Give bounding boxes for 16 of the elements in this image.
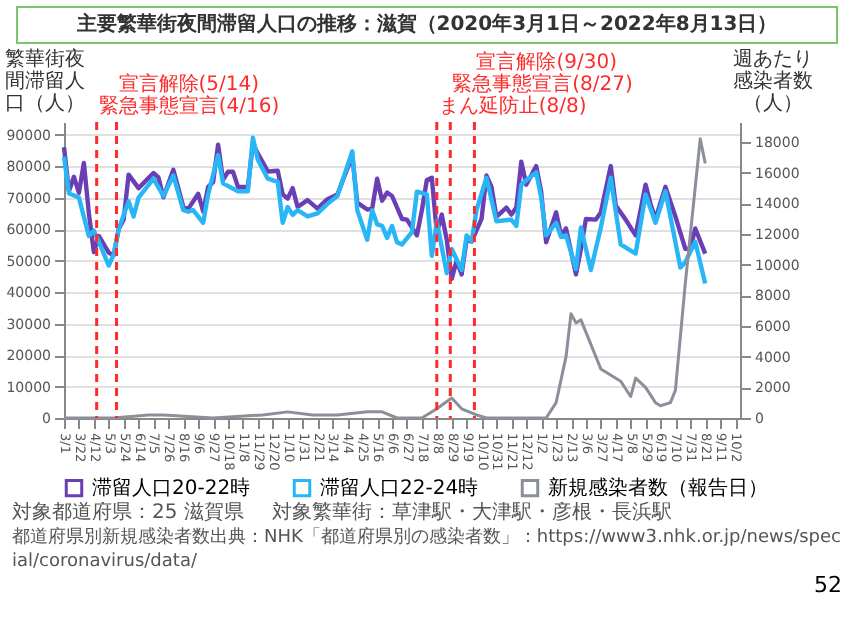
text: 52 — [814, 572, 842, 598]
ref-line-label: まん延防止(8/8) — [438, 94, 587, 118]
text: 対象都道府県：25 滋賀県 — [12, 502, 244, 526]
ref-line-label: 緊急事態宣言(4/16) — [98, 94, 280, 118]
line-series — [62, 137, 707, 420]
legend-label: 新規感染者数（報告日） — [548, 476, 768, 501]
legend-label: 滞留人口20-22時 — [92, 476, 251, 501]
text: 対象繁華街：草津駅・大津駅・彦根・長浜駅 — [271, 502, 672, 526]
y2-axis-title: 週あたり感染者数（人） — [733, 49, 813, 115]
y-axis-title: 繁華街夜間滞留人口（人） — [5, 47, 85, 115]
text: 都道府県別新規感染者数出典：NHK「都道府県別の感染者数」：https://www3.nhk.or.jp/news/special/coronavirus/data/ — [12, 526, 842, 574]
ref-line-label: 宣言解除(9/30) — [476, 50, 618, 74]
chart-title: 主要繁華街夜間滞留人口の推移：滋賀（2020年3月1日～2022年8月13日） — [16, 6, 838, 44]
ref-line-label: 緊急事態宣言(8/27) — [452, 72, 633, 96]
legend-label: 滞留人口22-24時 — [320, 476, 479, 501]
ref-line-label: 宣言解除(5/14) — [118, 72, 260, 96]
